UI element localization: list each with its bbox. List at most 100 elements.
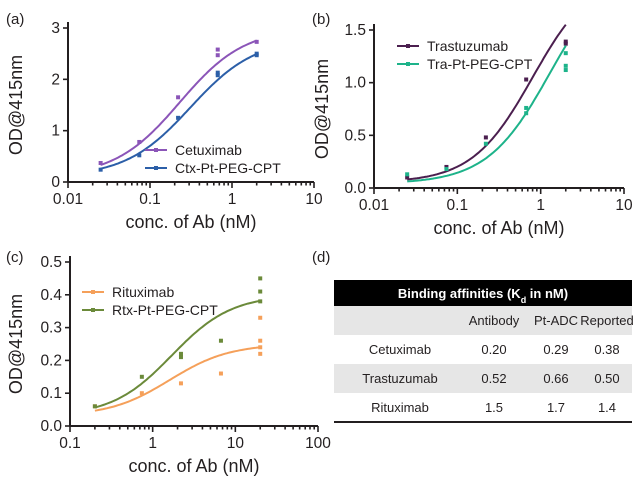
legend-label: Rtx-Pt-PEG-CPT [112, 302, 218, 318]
data-point [258, 351, 263, 356]
x-tick-label: 0.1 [59, 435, 81, 452]
legend-marker [91, 290, 95, 294]
legend-label: Tra-Pt-PEG-CPT [427, 56, 533, 72]
table-cell: 0.52 [481, 371, 506, 386]
y-tick-label: 2 [51, 71, 60, 88]
x-tick-label: 1 [536, 197, 545, 214]
y-tick-label: 0.1 [40, 385, 62, 402]
fit-curve-series-1 [100, 39, 258, 166]
x-axis-title: conc. of Ab (nM) [433, 218, 564, 238]
y-tick-label: 0.5 [344, 127, 366, 144]
data-point [444, 167, 449, 172]
data-point [98, 161, 103, 166]
x-axis-title: conc. of Ab (nM) [125, 212, 256, 232]
data-point [483, 135, 488, 140]
table-column-header-bg [334, 306, 632, 335]
data-point [254, 51, 259, 56]
data-point [218, 338, 223, 343]
data-point [139, 374, 144, 379]
table-cell: 1.4 [598, 400, 616, 415]
data-point [218, 371, 223, 376]
table-column-header: Pt-ADC [534, 313, 578, 328]
table-cell: 1.7 [547, 400, 565, 415]
fit-curve-series-2 [94, 299, 261, 409]
y-tick-label: 1.5 [344, 22, 366, 39]
x-tick-label: 0.01 [359, 197, 389, 214]
table-row-label: Rituximab [371, 400, 429, 415]
x-axis-title: conc. of Ab (nM) [128, 456, 259, 476]
fit-curve-series-1 [94, 346, 261, 412]
legend-marker [406, 44, 410, 48]
data-point [405, 175, 410, 180]
table-header-bar [334, 280, 632, 306]
table-column-header: Reported [580, 313, 633, 328]
data-point [258, 276, 263, 281]
y-tick-label: 3 [51, 20, 60, 37]
data-point [258, 345, 263, 350]
table-row-shading [334, 364, 632, 393]
y-axis-title: OD@415nm [6, 55, 26, 155]
x-tick-label: 0.1 [447, 197, 469, 214]
data-point [483, 141, 488, 146]
table-row-label: Cetuximab [369, 342, 431, 357]
legend-label: Ctx-Pt-PEG-CPT [175, 160, 281, 176]
data-point [178, 351, 183, 356]
x-tick-label: 0.01 [53, 191, 83, 208]
y-tick-label: 0.2 [40, 352, 62, 369]
x-tick-label: 10 [305, 191, 323, 208]
fit-curve-series-2 [407, 45, 567, 183]
table-row-label: Trastuzumab [362, 371, 437, 386]
data-point [524, 105, 529, 110]
table-cell: 1.5 [485, 400, 503, 415]
data-point [563, 41, 568, 46]
data-point [215, 70, 220, 75]
data-point [215, 53, 220, 58]
legend-label: Trastuzumab [427, 38, 508, 54]
table-cell: 0.38 [594, 342, 619, 357]
table-title-subscript: d [521, 295, 527, 305]
data-point [254, 39, 259, 44]
y-axis-title: OD@415nm [312, 59, 332, 159]
panel-label: (c) [6, 249, 24, 266]
legend-label: Cetuximab [175, 142, 242, 158]
plot-panel-1: (a) 0 1 2 3 0.01 0.1 1 10 conc. of Ab (nM) OD@415n… [6, 11, 323, 232]
data-point [524, 111, 529, 116]
data-point [563, 63, 568, 68]
plot-panel-2: (b) 0.0 0.5 1.0 1.5 0.01 0.1 1 10 conc. of Ab (nM… [312, 11, 633, 238]
x-tick-label: 100 [305, 435, 331, 452]
data-point [563, 39, 568, 44]
data-point [137, 153, 142, 158]
data-point [258, 315, 263, 320]
legend-marker [154, 166, 158, 170]
table-cell: 0.20 [481, 342, 506, 357]
y-tick-label: 1 [51, 123, 60, 140]
data-point [176, 115, 181, 120]
data-point [215, 73, 220, 78]
table-cell: 0.50 [594, 371, 619, 386]
data-point [258, 299, 263, 304]
data-point [139, 391, 144, 396]
table-title-main: Binding affinities (K [398, 286, 521, 301]
y-tick-label: 1.0 [344, 75, 366, 92]
y-tick-label: 0.5 [40, 254, 62, 271]
table-column-header: Antibody [469, 313, 520, 328]
x-tick-label: 1 [148, 435, 157, 452]
x-tick-label: 10 [227, 435, 245, 452]
legend-label: Rituximab [112, 284, 174, 300]
panel-label: (a) [6, 11, 24, 28]
data-point [92, 404, 97, 409]
data-point [258, 338, 263, 343]
y-axis-title: OD@415nm [6, 294, 26, 394]
y-tick-label: 0.4 [40, 287, 62, 304]
data-point [563, 51, 568, 56]
data-point [178, 355, 183, 360]
data-point [258, 289, 263, 294]
x-tick-label: 10 [615, 197, 633, 214]
data-point [215, 47, 220, 52]
legend-marker [406, 62, 410, 66]
data-point [444, 164, 449, 169]
y-tick-label: 0 [51, 174, 60, 191]
fit-curve-series-2 [100, 53, 258, 170]
